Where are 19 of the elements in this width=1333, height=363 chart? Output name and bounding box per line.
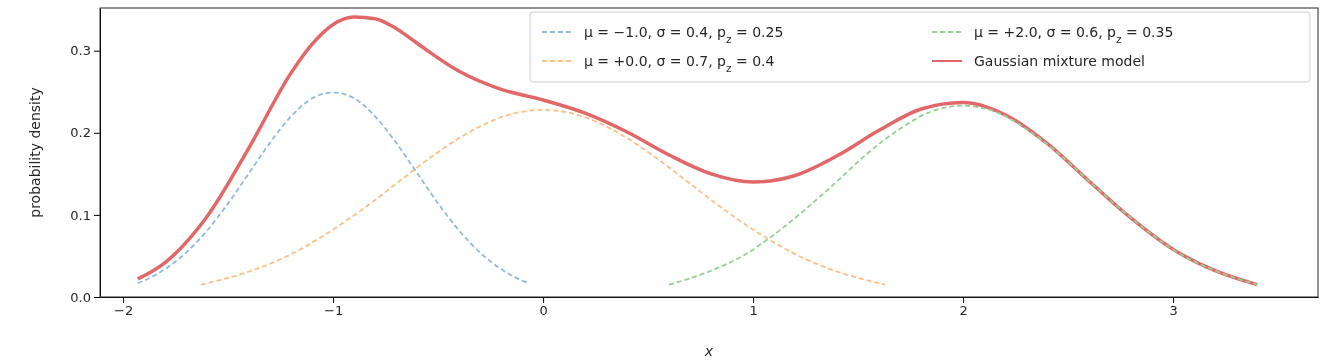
y-tick-label: 0.3 xyxy=(70,43,91,59)
legend-label: Gaussian mixture model xyxy=(974,53,1145,69)
y-tick-label: 0.1 xyxy=(70,207,91,223)
legend-label: μ = −1.0, σ = 0.4, p$_{z}$ = 0.25 xyxy=(584,24,784,45)
x-tick-label: −2 xyxy=(114,303,134,319)
legend-label: μ = +0.0, σ = 0.7, p$_{z}$ = 0.4 xyxy=(584,53,775,74)
legend-label: μ = +2.0, σ = 0.6, p$_{z}$ = 0.35 xyxy=(974,24,1174,45)
x-axis-title: x xyxy=(703,343,714,359)
line-series xyxy=(199,108,887,286)
x-tick-label: 1 xyxy=(749,303,758,319)
x-tick-label: 0 xyxy=(539,303,548,319)
y-tick-label: 0.0 xyxy=(70,289,91,305)
line-series xyxy=(136,91,530,284)
line-series xyxy=(668,104,1258,286)
y-tick-label: 0.2 xyxy=(70,125,91,141)
x-tick-label: 3 xyxy=(1169,303,1178,319)
y-axis-title: probability density xyxy=(27,87,43,218)
x-tick-label: 2 xyxy=(959,303,968,319)
x-tick-label: −1 xyxy=(324,303,344,319)
